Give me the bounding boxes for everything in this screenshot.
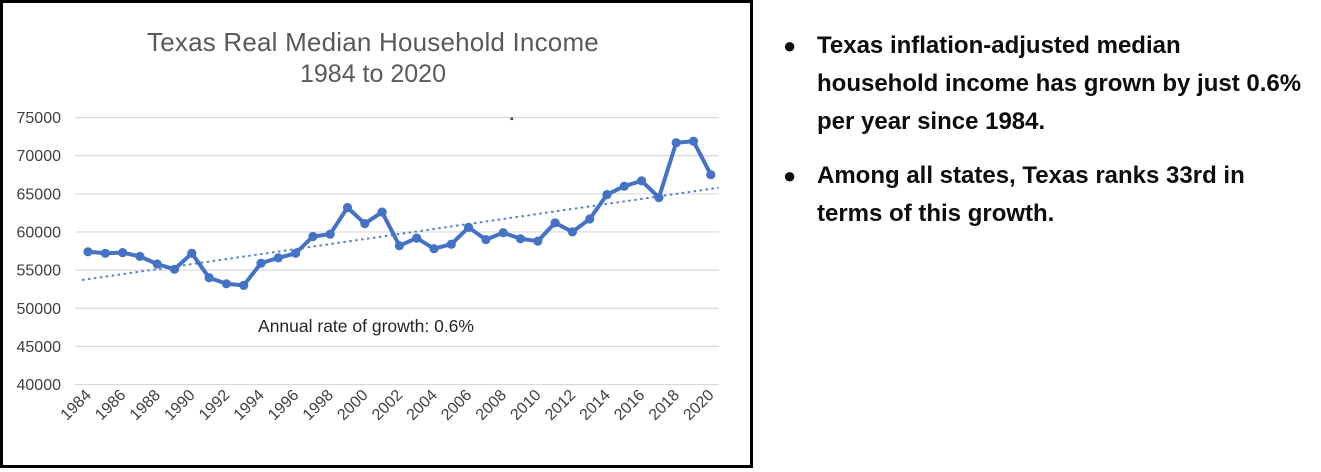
x-axis-tick-label: 2006 (438, 387, 475, 424)
stray-dot-artifact (510, 117, 514, 121)
data-point-marker (325, 229, 335, 239)
y-axis-tick-label: 65000 (17, 186, 62, 203)
data-point-marker (412, 233, 422, 243)
data-point-marker (654, 193, 664, 203)
x-axis-tick-label: 2014 (577, 387, 614, 424)
data-point-marker (602, 190, 612, 200)
x-axis-tick-label: 1992 (196, 387, 233, 424)
y-axis-tick-label: 40000 (17, 377, 62, 394)
data-point-marker (100, 248, 110, 258)
chart-svg: 75000 70000 65000 60000 55000 50000 45000 40000… (17, 110, 719, 424)
x-axis-tick-label: 2000 (334, 387, 371, 424)
bullet-icon: ● (783, 163, 797, 188)
y-axis-tick-label: 45000 (17, 339, 62, 356)
x-axis-tick-label: 2008 (473, 387, 510, 424)
bullet-icon: ● (783, 33, 797, 58)
data-point-marker (169, 264, 180, 274)
data-point-marker (446, 239, 456, 249)
chart-panel: Texas Real Median Household Income 1984 … (0, 0, 753, 468)
data-point-marker (308, 231, 318, 242)
x-axis-tick-label: 1988 (127, 387, 164, 424)
y-axis-tick-label: 70000 (17, 148, 62, 165)
x-axis-tick-label: 1984 (58, 387, 95, 424)
data-point-marker (637, 176, 647, 186)
x-axis-tick-label: 1996 (265, 387, 302, 424)
data-point-marker (464, 222, 474, 232)
data-point-marker (394, 241, 404, 251)
data-point-marker (619, 181, 629, 191)
bullet-text: Among all states, Texas ranks 33rd in te… (817, 162, 1245, 227)
data-point-marker (429, 244, 439, 254)
x-axis-tick-label: 2020 (680, 387, 717, 424)
x-axis-tick-label: 2010 (507, 387, 544, 424)
x-axis-tick-label: 1994 (231, 387, 268, 424)
bullet-text: Texas inflation-adjusted median househol… (817, 32, 1302, 135)
bullet-panel: ● Texas inflation-adjusted median househ… (783, 27, 1303, 249)
data-point-marker (498, 228, 508, 238)
data-point-marker (291, 248, 301, 258)
x-axis-tick-label: 2002 (369, 387, 406, 424)
data-point-marker (273, 253, 283, 263)
data-point-marker (135, 251, 145, 261)
x-axis-tick-label: 2016 (611, 387, 648, 424)
data-point-marker (360, 219, 370, 229)
data-point-marker (342, 202, 353, 213)
chart-subtitle: 1984 to 2020 (300, 60, 446, 88)
data-point-marker (187, 248, 197, 258)
y-axis-tick-label: 60000 (17, 224, 62, 241)
bullet-item: ● Among all states, Texas ranks 33rd in … (783, 157, 1303, 233)
data-point-marker (83, 247, 93, 257)
y-axis-tick-label: 50000 (17, 301, 62, 318)
data-point-marker (118, 248, 128, 258)
data-point-marker (567, 227, 578, 237)
data-point-marker (671, 138, 681, 148)
y-axis-tick-label: 75000 (17, 110, 62, 127)
x-axis-tick-label: 1990 (161, 387, 198, 424)
data-point-marker (515, 234, 526, 244)
x-axis-tick-label: 2004 (404, 387, 441, 424)
y-axis-tick-label: 55000 (17, 263, 62, 280)
x-axis-tick-label: 1986 (92, 387, 129, 424)
data-point-marker (533, 236, 543, 246)
data-point-marker (221, 279, 231, 289)
data-point-marker (585, 214, 595, 224)
data-point-marker (204, 273, 214, 283)
x-axis-tick-label: 2012 (542, 387, 579, 424)
x-axis-tick-label: 1998 (300, 387, 337, 424)
income-line-series (87, 139, 713, 288)
x-axis-tick-label: 2018 (646, 387, 683, 424)
data-point-marker (481, 235, 491, 245)
data-point-marker (256, 258, 266, 268)
data-point-marker (706, 170, 716, 180)
data-point-marker (550, 218, 560, 228)
chart-title: Texas Real Median Household Income (147, 27, 599, 57)
data-point-marker (152, 259, 162, 269)
trendline-annotation: Annual rate of growth: 0.6% (258, 316, 474, 336)
data-point-marker (688, 136, 699, 146)
bullet-item: ● Texas inflation-adjusted median househ… (783, 27, 1303, 141)
trendline (81, 186, 719, 282)
data-point-marker (239, 280, 249, 290)
data-point-marker (377, 207, 387, 217)
